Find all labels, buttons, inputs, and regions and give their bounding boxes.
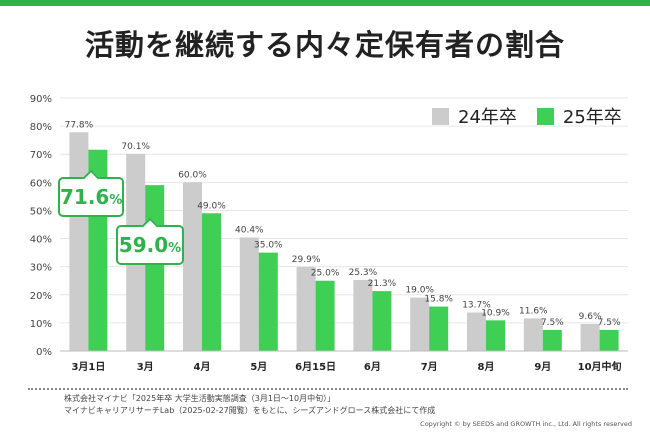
data-label-24年卒: 70.1% xyxy=(121,142,150,152)
bar-24年卒 xyxy=(467,312,486,351)
y-tick-label: 90% xyxy=(30,94,52,105)
bar-24年卒 xyxy=(353,279,373,351)
y-tick-label: 50% xyxy=(30,206,52,217)
legend-item-24: 24年卒 xyxy=(432,103,517,129)
data-label-24年卒: 40.4% xyxy=(235,225,264,235)
bar-25年卒 xyxy=(315,280,335,351)
source-line-1: 株式会社マイナビ「2025年卒 大学生活動実態調査（3月1日～10月中旬）」 xyxy=(64,394,336,403)
bar-24年卒 xyxy=(580,324,600,351)
x-tick-label: 9月 xyxy=(534,361,551,373)
copyright: Copyright © by SEEDS and GROWTH inc., Lt… xyxy=(420,420,632,428)
chart-title: 活動を継続する内々定保有者の割合 xyxy=(84,28,565,62)
bar-24年卒 xyxy=(523,318,543,351)
source-line-2: マイナビキャリアリサーチLab（2025-02-27閲覧）をもとに、シーズアンド… xyxy=(64,406,436,415)
data-label-24年卒: 19.0% xyxy=(405,286,434,296)
data-label-24年卒: 77.8% xyxy=(65,120,94,130)
y-tick-label: 30% xyxy=(30,263,52,274)
x-tick-label: 6月 xyxy=(364,361,381,373)
x-tick-label: 10月中旬 xyxy=(578,360,622,373)
x-tick-label: 3月 xyxy=(137,361,154,373)
callout-value: 59.0 xyxy=(118,233,169,257)
data-label-24年卒: 11.6% xyxy=(519,306,548,316)
data-label-25年卒: 21.3% xyxy=(368,279,397,289)
bar-25年卒 xyxy=(202,213,221,351)
legend-label-25: 25年卒 xyxy=(562,107,622,128)
x-tick-label: 4月 xyxy=(194,361,211,373)
y-tick-label: 10% xyxy=(30,319,52,330)
data-label-25年卒: 7.5% xyxy=(598,318,621,328)
bar-25年卒 xyxy=(486,320,505,351)
data-label-25年卒: 7.5% xyxy=(541,318,564,328)
bar-24年卒 xyxy=(410,297,430,351)
data-label-24年卒: 25.3% xyxy=(349,268,378,278)
y-tick-label: 20% xyxy=(30,291,52,302)
x-tick-label: 5月 xyxy=(250,361,267,373)
data-label-25年卒: 15.8% xyxy=(424,295,453,305)
data-label-24年卒: 13.7% xyxy=(462,300,491,310)
legend-swatch-24 xyxy=(432,107,449,125)
legend-label-24: 24年卒 xyxy=(458,107,517,128)
x-tick-label: 7月 xyxy=(421,361,438,373)
top-accent-bar xyxy=(0,0,650,6)
data-label-24年卒: 60.0% xyxy=(178,170,207,180)
y-tick-label: 40% xyxy=(30,235,52,246)
data-label-25年卒: 35.0% xyxy=(254,241,283,251)
data-label-25年卒: 10.9% xyxy=(481,308,510,318)
y-tick-label: 70% xyxy=(30,150,52,161)
callout-unit: % xyxy=(168,241,182,256)
bar-25年卒 xyxy=(429,306,449,351)
bar-25年卒 xyxy=(372,291,392,351)
bar-25年卒 xyxy=(542,329,562,351)
legend-item-25: 25年卒 xyxy=(536,103,622,129)
chart-legend: 24年卒 25年卒 xyxy=(432,103,642,129)
footer-divider xyxy=(28,388,628,390)
data-label-24年卒: 9.6% xyxy=(579,312,602,322)
callout-unit: % xyxy=(109,193,123,208)
y-tick-label: 80% xyxy=(30,122,52,133)
data-label-25年卒: 25.0% xyxy=(311,269,340,279)
bar-24年卒 xyxy=(183,182,202,351)
bar-25年卒 xyxy=(258,252,278,351)
callout-value: 71.6 xyxy=(60,185,110,209)
x-tick-label: 8月 xyxy=(478,361,495,373)
callout-3月-25年卒: 59.0% xyxy=(116,225,184,265)
bar-25年卒 xyxy=(599,329,619,351)
bar-24年卒 xyxy=(296,266,316,351)
y-tick-label: 0% xyxy=(36,347,52,358)
bar-25年卒 xyxy=(145,185,165,351)
data-label-24年卒: 29.9% xyxy=(292,255,321,265)
legend-swatch-25 xyxy=(536,107,554,125)
y-tick-label: 60% xyxy=(30,178,52,189)
data-label-25年卒: 49.0% xyxy=(197,201,226,211)
bar-24年卒 xyxy=(69,132,89,351)
callout-3月1日-25年卒: 71.6% xyxy=(58,177,124,217)
x-tick-label: 3月1日 xyxy=(71,361,105,373)
bar-24年卒 xyxy=(239,237,259,351)
x-tick-label: 6月15日 xyxy=(295,361,336,373)
